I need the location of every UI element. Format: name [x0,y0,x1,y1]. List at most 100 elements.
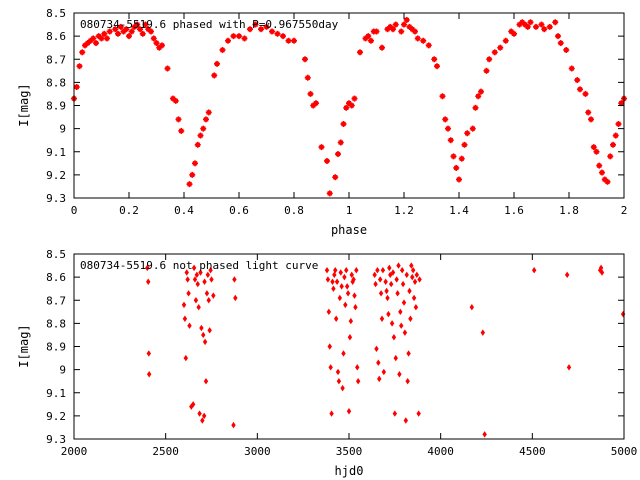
unphased-x-tick-label: 4000 [427,445,454,458]
phased-x-tick-label: 1.2 [394,204,414,217]
unphased-data-point [205,271,211,279]
phased-data-point [607,153,614,160]
phased-data-point [442,116,449,123]
phased-y-tick-label: 8.8 [46,76,66,89]
phased-data-point [324,158,330,164]
phased-x-tick-label: 1 [346,204,353,217]
unphased-data-point [332,271,337,279]
unphased-data-point [192,276,198,283]
unphased-data-point [397,371,402,378]
unphased-chart-title: 080734-5519.6 not phased light curve [80,259,318,272]
phased-data-point [585,109,592,116]
phased-data-point [590,144,597,151]
unphased-data-point [204,290,210,297]
unphased-data-point [401,299,407,306]
phased-data-point [340,121,347,127]
unphased-data-point [329,410,334,417]
phased-data-point [192,160,198,167]
unphased-data-point [201,331,206,339]
unphased-data-point [232,276,237,283]
unphased-data-point [380,266,386,274]
phased-data-point [379,44,385,51]
phased-x-axis-label: phase [331,223,367,237]
unphased-data-point [146,278,151,285]
unphased-data-point [351,276,356,283]
phased-data-point [582,90,589,97]
unphased-data-point [183,354,189,362]
phased-data-point [178,127,185,134]
unphased-data-point [344,283,350,290]
phased-data-point [172,97,179,104]
unphased-data-point [346,408,352,415]
phased-data-point [425,42,432,49]
phased-data-point [445,125,451,132]
phased-data-point [79,49,86,56]
unphased-data-point [566,364,572,371]
unphased-data-point [376,359,381,366]
phased-data-point [123,26,130,33]
unphased-data-point [146,371,152,378]
unphased-data-point [410,266,416,274]
phased-data-point [337,139,344,146]
phased-data-point [142,21,149,28]
unphased-data-point [355,364,360,371]
phased-x-tick-label: 0.4 [174,204,194,217]
unphased-data-point [339,283,344,290]
unphased-data-point [193,297,199,304]
phased-data-point [93,40,99,47]
unphased-data-point [410,273,415,281]
unphased-y-tick-label: 9.3 [46,433,66,446]
phased-data-point [302,56,308,63]
phased-data-point [469,125,476,132]
phased-data-point [357,49,363,56]
unphased-data-point [374,345,379,353]
phased-data-point [76,63,83,70]
unphased-data-point [325,276,331,283]
phased-data-point [101,30,108,37]
unphased-data-point [413,303,419,311]
phased-data-point [291,37,297,44]
unphased-data-point [200,417,205,424]
unphased-y-tick-label: 8.8 [46,317,66,330]
unphased-axis-ticks: 2000 2500 3000 3500 4000 4500 5000 8.5 8.6 8.7 8.8… [46,248,637,458]
phased-data-point [194,141,201,148]
unphased-data-point [407,287,412,295]
unphased-data-point [372,271,377,279]
unphased-x-tick-label: 2000 [61,445,88,458]
unphased-data-point [145,264,150,272]
unphased-data-point [186,290,191,297]
phased-data-point [538,21,545,28]
unphased-data-point [195,280,200,288]
phased-data-point [126,33,132,40]
phased-data-point [527,19,534,26]
unphased-data-point [405,377,410,385]
phased-data-point [431,56,438,63]
phased-data-point [112,26,119,33]
unphased-data-point [184,269,189,276]
unphased-data-point [341,350,346,357]
phased-data-point [159,42,165,49]
phased-data-point [137,26,143,33]
unphased-y-axis-label: I[mag] [17,324,31,367]
phased-data-point [274,30,281,37]
phased-data-point [280,33,286,40]
phased-data-point [164,65,171,72]
unphased-data-point [324,266,330,274]
unphased-data-point [399,266,405,274]
phased-data-point [450,153,457,160]
phased-data-point [263,23,270,30]
unphased-data-point [379,315,385,322]
unphased-data-point [398,308,403,316]
phased-data-point [533,23,539,30]
phased-y-tick-label: 8.9 [46,100,66,113]
unphased-data-point [202,338,208,346]
phased-data-point [555,33,561,40]
phased-data-point [439,93,446,100]
phased-data-point [434,63,440,70]
phased-y-tick-label: 8.7 [46,53,66,66]
unphased-data-point [385,294,390,302]
phased-data-point [90,35,97,42]
unphased-data-point [390,269,396,276]
phased-data-point [475,93,482,100]
unphased-data-point [331,285,336,292]
